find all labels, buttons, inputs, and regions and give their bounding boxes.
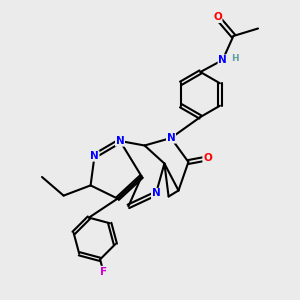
Text: N: N (167, 133, 176, 143)
Text: F: F (100, 266, 107, 277)
Text: N: N (90, 151, 99, 161)
Text: N: N (152, 188, 160, 199)
Text: H: H (231, 54, 239, 63)
Text: F: F (100, 266, 107, 277)
Text: O: O (213, 12, 222, 22)
Text: O: O (203, 153, 212, 164)
Text: O: O (203, 153, 212, 164)
Text: N: N (218, 55, 227, 65)
Text: N: N (116, 136, 124, 146)
